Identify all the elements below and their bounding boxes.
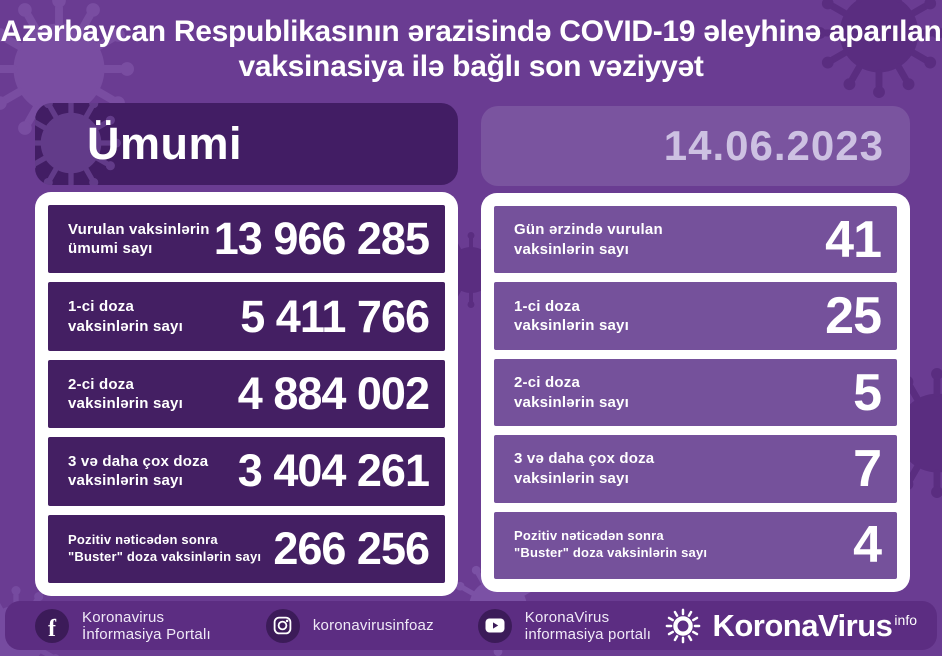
stat-label: Pozitiv nəticədən sonra "Buster" doza va… bbox=[514, 528, 708, 561]
stat-row-dose1-daily: 1-ci doza vaksinlərin sayı 25 bbox=[494, 282, 897, 350]
stat-label: 3 və daha çox doza vaksinlərin sayı bbox=[514, 450, 655, 487]
page-title-line2: vaksinasiya ilə bağlı son vəziyyət bbox=[238, 50, 704, 84]
stat-value: 7 bbox=[853, 439, 882, 498]
youtube-label: KoronaVirus informasiya portalı bbox=[524, 608, 652, 643]
totals-panel-body: Vurulan vaksinlərin ümumi sayı 13 966 28… bbox=[35, 192, 458, 596]
stat-value: 4 884 002 bbox=[237, 368, 430, 420]
footer-bar: f Koronavirus İnformasiya Portalı korona… bbox=[5, 601, 937, 650]
daily-panel-header: 14.06.2023 bbox=[481, 106, 910, 186]
instagram-label: koronavirusinfoaz bbox=[312, 617, 434, 634]
page-title-line1: Azərbaycan Respublikasının ərazisində CO… bbox=[0, 15, 942, 48]
stat-label: 3 və daha çox doza vaksinlərin sayı bbox=[68, 452, 209, 490]
report-date: 14.06.2023 bbox=[663, 122, 884, 169]
youtube-icon bbox=[477, 608, 512, 643]
stat-label: 1-ci doza vaksinlərin sayı bbox=[68, 298, 183, 335]
stat-label: Gün ərzində vurulan vaksinlərin sayı bbox=[514, 221, 663, 258]
stat-value: 266 256 bbox=[273, 522, 430, 574]
stat-label: Vurulan vaksinlərin ümumi sayı bbox=[68, 220, 210, 258]
stat-label: 1-ci doza vaksinlərin sayı bbox=[514, 297, 629, 335]
stat-row-dose3plus-total: 3 və daha çox doza vaksinlərin sayı 3 40… bbox=[48, 437, 445, 506]
stat-row-booster-total: Pozitiv nəticədən sonra "Buster" doza va… bbox=[48, 514, 445, 584]
stat-row-dose2-daily: 2-ci doza vaksinlərin sayı 5 bbox=[494, 358, 897, 427]
stat-value: 5 bbox=[853, 363, 882, 422]
page-title: Azərbaycan Respublikasının ərazisində CO… bbox=[0, 14, 942, 85]
stat-row-dose1-total: 1-ci doza vaksinlərin sayı 5 411 766 bbox=[48, 282, 445, 351]
totals-panel: Ümumi Vurulan vaksinlərin ümumi sayı 13 … bbox=[35, 103, 458, 596]
logo-sup-text: info bbox=[894, 611, 917, 628]
stat-value: 4 bbox=[853, 516, 882, 575]
totals-panel-title: Ümumi bbox=[87, 118, 243, 169]
logo-virus-icon bbox=[666, 608, 701, 643]
stat-row-total-vaccines: Vurulan vaksinlərin ümumi sayı 13 966 28… bbox=[48, 205, 445, 274]
stat-row-booster-daily: Pozitiv nəticədən sonra "Buster" doza va… bbox=[494, 511, 897, 580]
koronavirus-logo: KoronaVirus info bbox=[664, 607, 917, 645]
stat-row-dose3plus-daily: 3 və daha çox doza vaksinlərin sayı 7 bbox=[494, 435, 897, 503]
facebook-label: Koronavirus İnformasiya Portalı bbox=[82, 608, 211, 643]
stat-row-dose2-total: 2-ci doza vaksinlərin sayı 4 884 002 bbox=[48, 359, 445, 429]
facebook-icon: f bbox=[35, 608, 69, 643]
youtube-link[interactable]: KoronaVirus informasiya portalı bbox=[477, 608, 665, 643]
stat-value: 25 bbox=[825, 287, 882, 346]
stat-value: 3 404 261 bbox=[237, 445, 430, 497]
stat-value: 41 bbox=[825, 210, 882, 269]
instagram-link[interactable]: koronavirusinfoaz bbox=[265, 608, 434, 643]
totals-panel-header: Ümumi bbox=[35, 103, 458, 185]
stat-row-daily-vaccines: Gün ərzində vurulan vaksinlərin sayı 41 bbox=[494, 206, 897, 274]
daily-panel-body: Gün ərzində vurulan vaksinlərin sayı 41 … bbox=[481, 193, 910, 592]
logo-text: KoronaVirus bbox=[712, 607, 893, 643]
stat-label: 2-ci doza vaksinlərin sayı bbox=[68, 375, 183, 413]
daily-panel: 14.06.2023 Gün ərzində vurulan vaksinlər… bbox=[481, 106, 910, 592]
instagram-icon bbox=[265, 608, 300, 643]
stat-label: Pozitiv nəticədən sonra "Buster" doza va… bbox=[68, 531, 262, 564]
stat-value: 5 411 766 bbox=[240, 290, 430, 342]
facebook-link[interactable]: f Koronavirus İnformasiya Portalı bbox=[35, 608, 222, 643]
stat-value: 13 966 285 bbox=[213, 213, 430, 265]
stat-label: 2-ci doza vaksinlərin sayı bbox=[514, 374, 629, 411]
